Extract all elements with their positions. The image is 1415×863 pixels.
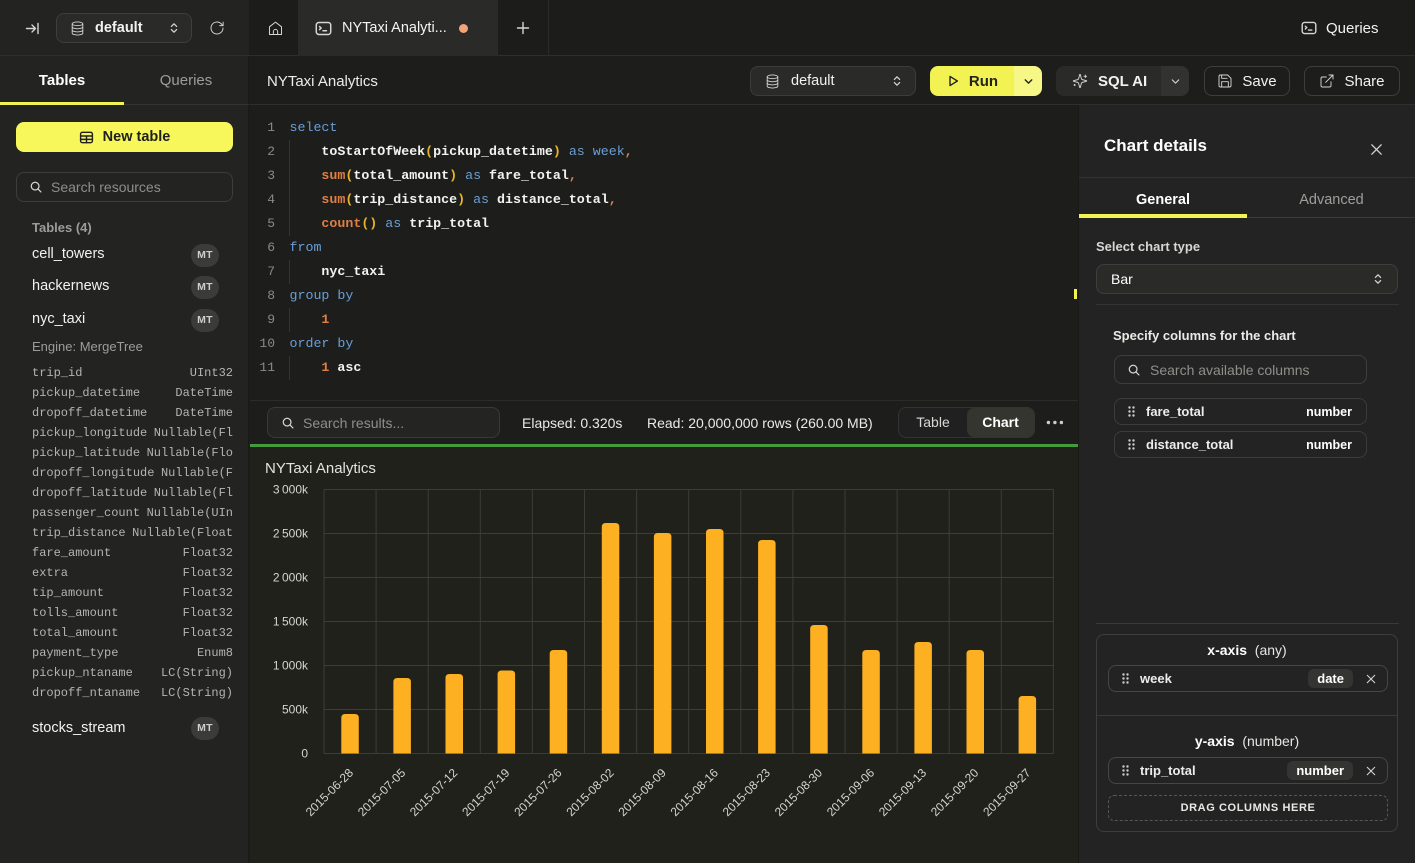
svg-text:3 000k: 3 000k — [273, 482, 309, 496]
svg-text:0: 0 — [301, 746, 308, 760]
svg-text:2015-07-19: 2015-07-19 — [459, 765, 513, 819]
svg-text:2 500k: 2 500k — [273, 526, 309, 540]
svg-text:1 000k: 1 000k — [273, 658, 309, 672]
svg-text:2015-06-28: 2015-06-28 — [303, 765, 357, 819]
svg-text:2015-08-23: 2015-08-23 — [720, 765, 774, 819]
svg-text:1 500k: 1 500k — [273, 614, 309, 628]
svg-text:2015-09-06: 2015-09-06 — [824, 765, 878, 819]
svg-text:2015-07-05: 2015-07-05 — [355, 765, 409, 819]
svg-text:2015-08-09: 2015-08-09 — [616, 765, 670, 819]
svg-text:2015-08-30: 2015-08-30 — [772, 765, 826, 819]
svg-text:2015-07-26: 2015-07-26 — [511, 765, 565, 819]
svg-text:2015-09-20: 2015-09-20 — [928, 765, 982, 819]
svg-text:2015-09-27: 2015-09-27 — [980, 765, 1034, 819]
svg-text:2015-07-12: 2015-07-12 — [407, 765, 461, 819]
svg-text:500k: 500k — [282, 702, 309, 716]
svg-text:2015-08-02: 2015-08-02 — [563, 765, 617, 819]
svg-text:2015-08-16: 2015-08-16 — [668, 765, 722, 819]
svg-text:2 000k: 2 000k — [273, 570, 309, 584]
svg-text:2015-09-13: 2015-09-13 — [876, 765, 930, 819]
